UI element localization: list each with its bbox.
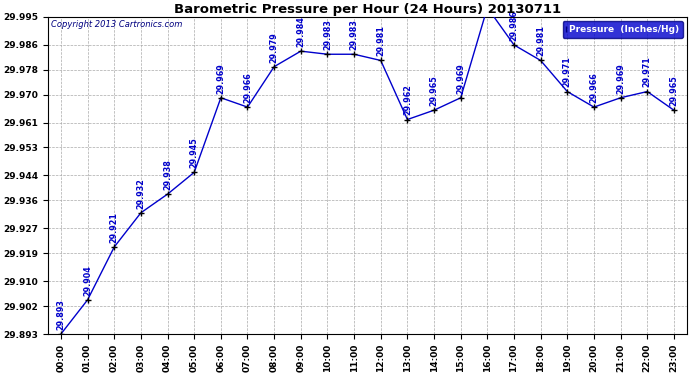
Text: 29.921: 29.921 <box>110 212 119 243</box>
Text: 29.945: 29.945 <box>190 138 199 168</box>
Title: Barometric Pressure per Hour (24 Hours) 20130711: Barometric Pressure per Hour (24 Hours) … <box>174 3 561 16</box>
Text: 29.983: 29.983 <box>323 19 332 50</box>
Text: 29.986: 29.986 <box>509 10 518 41</box>
Text: 29.938: 29.938 <box>163 159 172 190</box>
Text: 29.984: 29.984 <box>296 16 305 47</box>
Text: 29.965: 29.965 <box>669 75 678 106</box>
Text: 29.904: 29.904 <box>83 265 92 296</box>
Text: 29.893: 29.893 <box>57 299 66 330</box>
Text: 29.965: 29.965 <box>430 75 439 106</box>
Text: 29.981: 29.981 <box>536 26 545 56</box>
Text: 29.966: 29.966 <box>243 72 252 103</box>
Text: 29.981: 29.981 <box>376 26 385 56</box>
Text: 29.932: 29.932 <box>137 178 146 209</box>
Text: 29.979: 29.979 <box>270 32 279 63</box>
Text: 29.983: 29.983 <box>350 19 359 50</box>
Text: 29.969: 29.969 <box>456 63 465 94</box>
Text: 29.969: 29.969 <box>217 63 226 94</box>
Text: Copyright 2013 Cartronics.com: Copyright 2013 Cartronics.com <box>51 20 182 29</box>
Text: 29.962: 29.962 <box>403 84 412 116</box>
Text: 29.966: 29.966 <box>589 72 598 103</box>
Text: 29.969: 29.969 <box>616 63 625 94</box>
Text: 29.998: 29.998 <box>0 374 1 375</box>
Text: 29.971: 29.971 <box>643 57 652 87</box>
Legend: Pressure  (Inches/Hg): Pressure (Inches/Hg) <box>562 21 682 38</box>
Text: 29.971: 29.971 <box>563 57 572 87</box>
